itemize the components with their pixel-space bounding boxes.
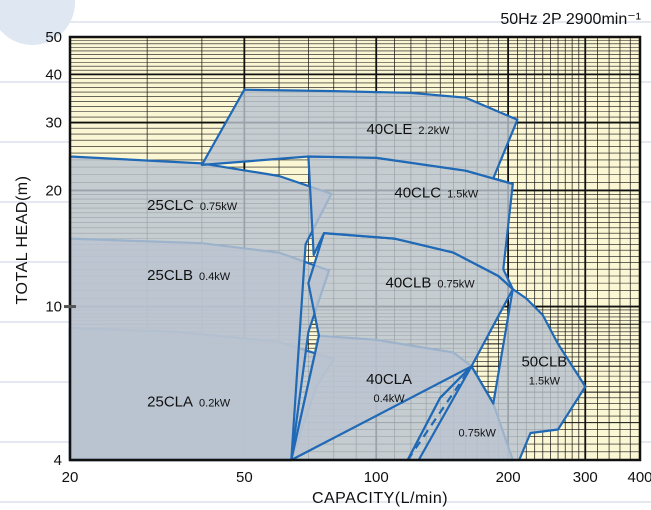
region-model-label: 40CLB bbox=[386, 275, 432, 292]
x-tick-label: 200 bbox=[496, 469, 521, 486]
region-model-label: 25CLC bbox=[147, 197, 194, 214]
region-40cle-2.2kw bbox=[200, 88, 519, 185]
region-label-sub: 0.75kW bbox=[459, 428, 497, 440]
region-50clb-1.5kw bbox=[417, 288, 587, 462]
region-power-label: 0.75kW bbox=[459, 428, 497, 440]
region-label-40clb: 40CLB 0.75kW bbox=[386, 275, 476, 292]
region-label-40clc: 40CLC 1.5kW bbox=[394, 184, 478, 201]
region-model-label: 40CLA bbox=[366, 371, 412, 388]
x-tick-label: 400 bbox=[627, 469, 651, 486]
region-labels: 25CLA 0.2kW 25CLB 0.4kW 25CLC 0.75kW 40CLA 0.4k… bbox=[147, 121, 567, 439]
region-power-label: 0.4kW bbox=[199, 271, 231, 283]
region-power-label: 1.5kW bbox=[529, 375, 561, 387]
y-tick-label: 10 bbox=[45, 299, 62, 316]
region-label-40cla: 40CLA 0.4kW bbox=[366, 371, 412, 405]
region-power-label: 1.5kW bbox=[447, 188, 479, 200]
x-tick-label: 100 bbox=[364, 469, 389, 486]
region-label-50clb: 50CLB 1.5kW bbox=[521, 353, 567, 387]
region-model-label: 25CLB bbox=[147, 267, 193, 284]
region-model-label: 40CLE bbox=[366, 121, 412, 138]
plot-border bbox=[68, 35, 642, 462]
y-tick-label: 50 bbox=[45, 29, 62, 46]
x-tick-label: 50 bbox=[236, 469, 253, 486]
y-tick-label: 20 bbox=[45, 182, 62, 199]
y-axis-label: TOTAL HEAD(m) bbox=[14, 176, 31, 305]
region-power-label: 2.2kW bbox=[418, 125, 450, 137]
region-label-25clc: 25CLC 0.75kW bbox=[147, 197, 238, 214]
chart-title: 50Hz 2P 2900min⁻¹ bbox=[500, 11, 641, 28]
region-25clc-0.75kw bbox=[68, 155, 333, 462]
axis-ticks: 20 50 100 200 300 400 4 10 20 30 40 50 bbox=[45, 29, 651, 486]
y-tick-label: 40 bbox=[45, 66, 62, 83]
region-power-label: 0.4kW bbox=[374, 393, 406, 405]
region-power-label: 0.75kW bbox=[200, 201, 238, 213]
region-label-25cla: 25CLA 0.2kW bbox=[147, 394, 231, 411]
pump-regions bbox=[68, 88, 587, 462]
region-model-label: 40CLC bbox=[394, 184, 441, 201]
region-label-40cle: 40CLE 2.2kW bbox=[366, 121, 450, 138]
region-power-label: 0.75kW bbox=[437, 279, 475, 291]
x-tick-label: 300 bbox=[573, 469, 598, 486]
x-tick-label: 20 bbox=[62, 469, 79, 486]
region-power-label: 0.2kW bbox=[199, 398, 231, 410]
region-model-label: 50CLB bbox=[521, 353, 567, 370]
y-tick-label: 30 bbox=[45, 115, 62, 132]
x-axis-label: CAPACITY(L/min) bbox=[312, 490, 448, 507]
region-label-25clb: 25CLB 0.4kW bbox=[147, 267, 231, 284]
dashed-boundary-line bbox=[406, 365, 473, 461]
region-model-label: 25CLA bbox=[147, 394, 193, 411]
y-tick-label: 4 bbox=[54, 452, 62, 469]
